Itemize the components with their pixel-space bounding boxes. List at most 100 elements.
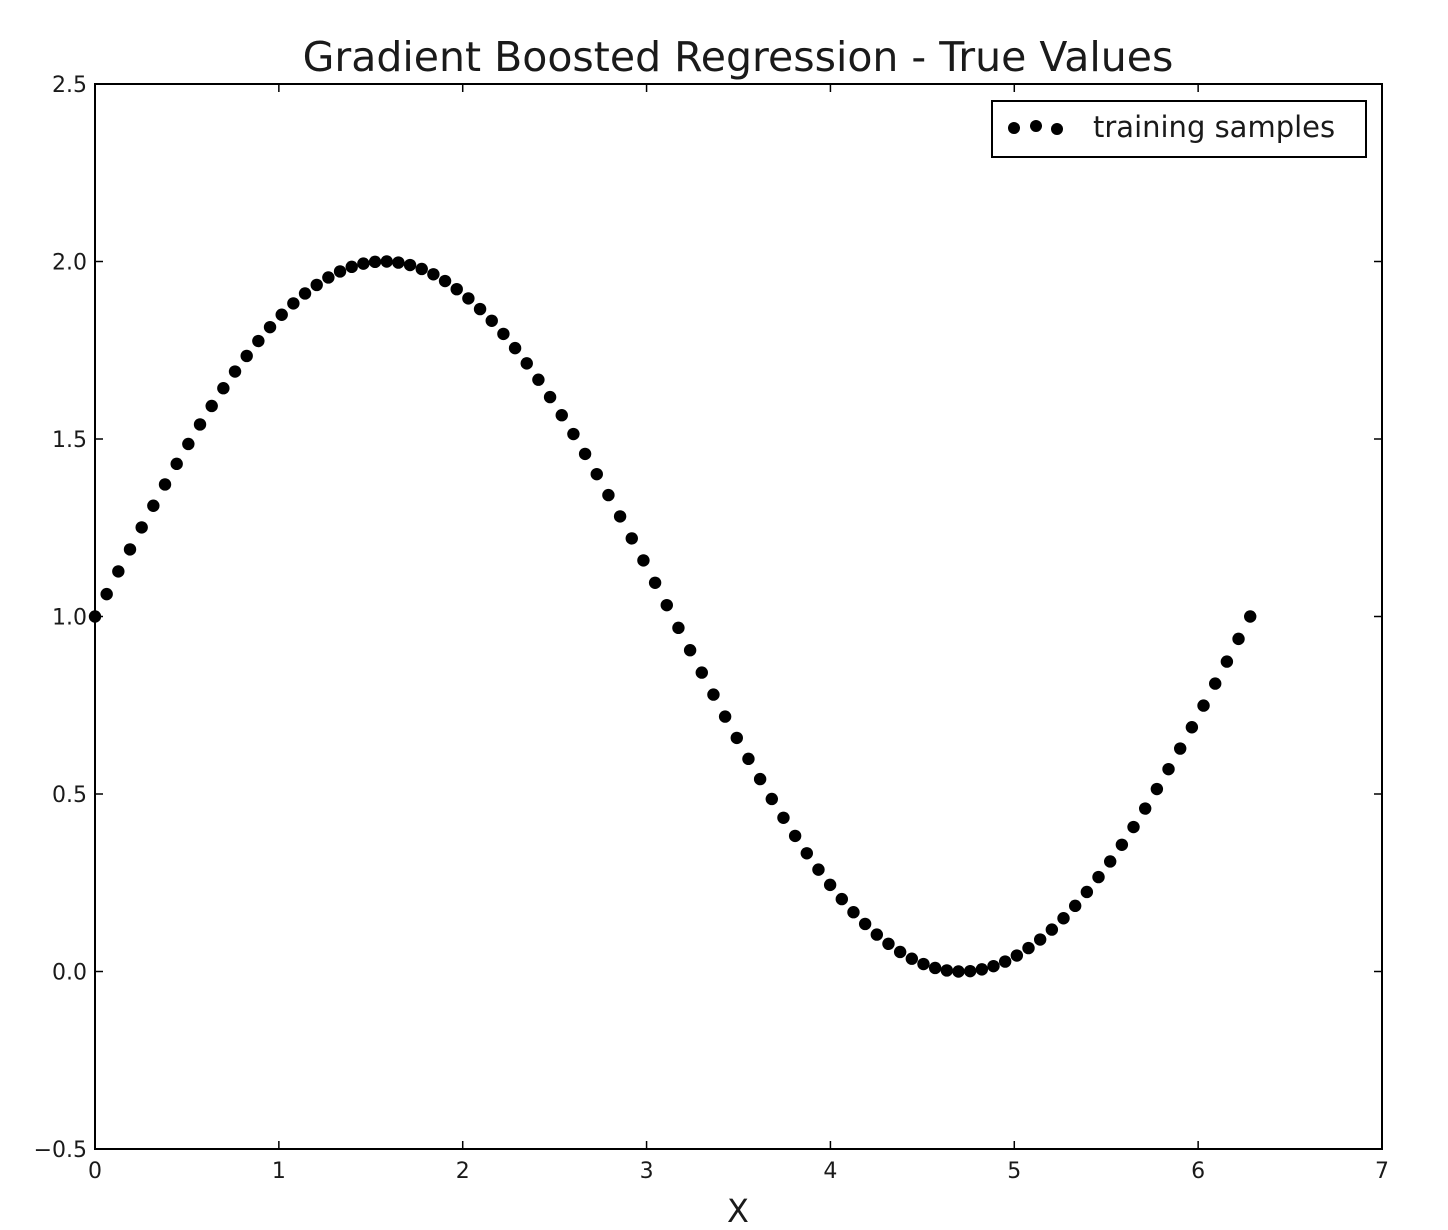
data-point — [917, 957, 930, 971]
data-point — [1197, 699, 1210, 712]
data-point — [380, 255, 393, 268]
data-point — [520, 357, 533, 370]
y-axis: −0.5 0.0 0.5 1.0 1.5 2.0 2.5 — [34, 73, 1382, 1163]
y-tick-label: 2.0 — [52, 251, 87, 276]
data-point — [403, 258, 417, 272]
data-point — [1244, 610, 1257, 623]
data-point — [228, 365, 242, 378]
data-point — [1068, 899, 1082, 913]
data-point — [1173, 742, 1187, 755]
data-point — [707, 688, 720, 701]
data-point — [1209, 677, 1222, 690]
data-point — [427, 268, 440, 281]
data-point — [742, 752, 755, 766]
data-point — [298, 287, 312, 300]
data-point — [100, 587, 113, 601]
data-point — [450, 282, 463, 296]
data-point — [252, 334, 265, 348]
data-point — [625, 532, 638, 545]
data-point — [683, 644, 697, 657]
data-point — [1185, 721, 1199, 734]
data-point — [1127, 820, 1140, 834]
data-point — [1092, 870, 1105, 884]
data-point — [182, 437, 195, 451]
data-point — [602, 488, 615, 502]
data-point — [88, 610, 102, 623]
data-point — [217, 382, 230, 395]
data-point — [310, 278, 323, 292]
scatter-series — [88, 255, 1257, 978]
y-tick-label: 1.0 — [52, 606, 87, 631]
data-point — [660, 598, 673, 612]
data-point — [952, 965, 965, 978]
data-point — [555, 409, 568, 422]
x-tick-label: 0 — [88, 1159, 102, 1184]
chart-title: Gradient Boosted Regression - True Value… — [303, 33, 1174, 81]
data-point — [870, 928, 884, 941]
data-point — [485, 314, 498, 327]
data-point — [497, 327, 510, 341]
data-point — [112, 565, 125, 578]
plot-frame — [94, 83, 1383, 1150]
y-tick-label: 1.5 — [52, 428, 87, 453]
data-point — [158, 478, 172, 491]
legend-marker — [1051, 123, 1063, 135]
legend: training samples — [991, 100, 1367, 158]
data-point — [998, 955, 1012, 968]
data-point — [788, 829, 802, 843]
data-point — [893, 945, 907, 959]
data-point — [847, 906, 860, 919]
data-point — [345, 260, 358, 274]
data-point — [835, 892, 849, 906]
data-point — [392, 256, 405, 269]
x-tick-label: 5 — [1007, 1159, 1021, 1184]
data-point — [240, 349, 253, 363]
y-tick-label: −0.5 — [34, 1138, 87, 1163]
data-point — [613, 510, 627, 523]
data-point — [777, 811, 790, 824]
data-point — [508, 341, 522, 355]
data-point — [333, 265, 347, 278]
x-tick-label: 4 — [823, 1159, 837, 1184]
data-point — [858, 917, 872, 931]
data-point — [940, 964, 954, 977]
x-axis-label: X — [727, 1192, 749, 1230]
x-tick-label: 6 — [1191, 1159, 1205, 1184]
data-point — [1232, 632, 1245, 646]
data-point — [438, 274, 452, 288]
data-point — [287, 297, 300, 310]
data-point — [543, 390, 557, 404]
data-point — [695, 666, 708, 679]
data-point — [1162, 762, 1175, 776]
data-point — [567, 427, 580, 441]
data-point — [1022, 941, 1035, 955]
y-tick-label: 2.5 — [52, 73, 87, 98]
x-tick-label: 3 — [640, 1159, 654, 1184]
data-point — [368, 255, 382, 269]
data-point — [765, 792, 778, 806]
x-axis: 0 1 2 3 4 5 6 7 — [88, 84, 1389, 1184]
data-point — [637, 554, 650, 567]
data-point — [928, 961, 942, 975]
data-point — [987, 959, 1000, 973]
legend-marker — [1030, 120, 1042, 132]
data-point — [718, 710, 732, 723]
x-tick-label: 7 — [1375, 1159, 1389, 1184]
data-point — [123, 543, 137, 556]
data-point — [275, 308, 288, 321]
data-point — [882, 937, 895, 951]
data-point — [1033, 933, 1047, 946]
data-point — [1150, 782, 1164, 796]
data-point — [963, 964, 977, 978]
data-point — [473, 302, 487, 316]
legend-label: training samples — [1093, 110, 1335, 144]
data-point — [648, 576, 662, 589]
data-point — [147, 499, 160, 512]
data-point — [135, 521, 148, 534]
data-point — [193, 418, 207, 431]
data-point — [975, 963, 989, 976]
data-point — [1138, 802, 1152, 815]
data-point — [357, 257, 370, 270]
data-point — [800, 847, 814, 860]
